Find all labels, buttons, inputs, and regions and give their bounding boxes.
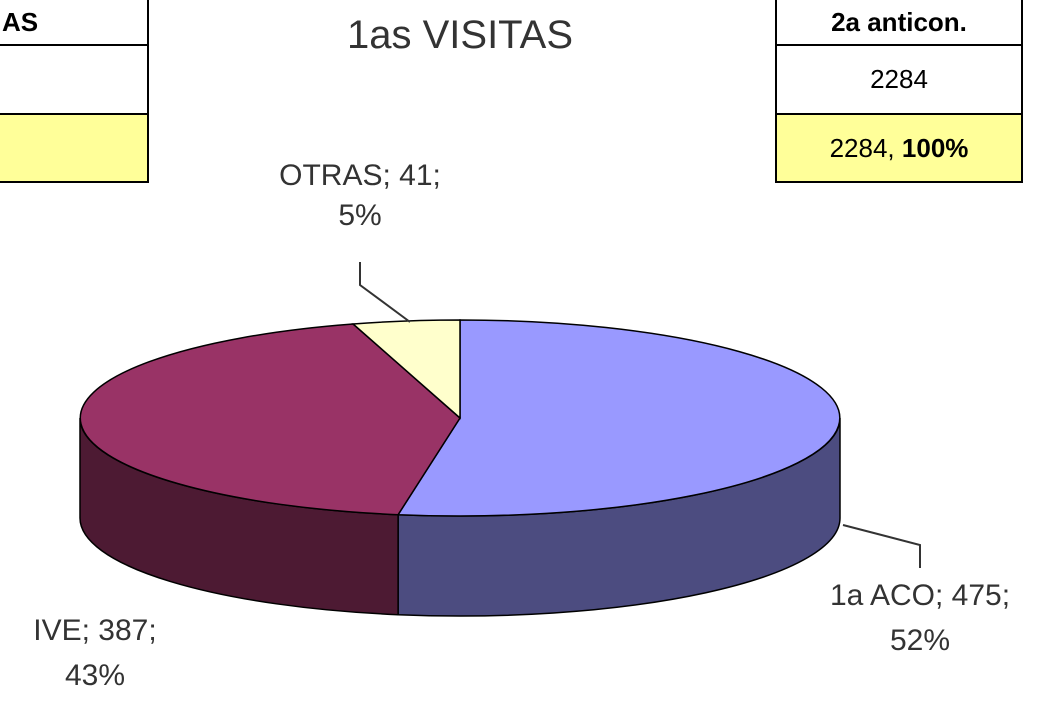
pie-slice [351,319,461,420]
chart-title: 1as VISITAS [347,13,573,57]
data-label: IVE; 387; [33,614,156,647]
cell [0,44,149,115]
data-label: 1a ACO; 475; [830,579,1010,612]
data-label: 5% [338,199,381,232]
pie [79,319,841,617]
cell: 2284 [775,44,1023,115]
cell-text: 2284, [829,132,895,163]
data-label: 43% [65,659,125,692]
left-table: AS [0,0,149,183]
header: 2a anticon. [775,0,1023,46]
cell: 2284, 100% [775,113,1023,183]
cell-bold: 100% [901,132,969,163]
pie-slice [396,319,841,517]
leader-line [359,262,411,323]
data-label: OTRAS; 41; [279,159,441,192]
header: AS [0,0,149,46]
cell [0,113,149,183]
pie-slice [79,323,461,516]
data-label: 52% [890,624,950,657]
leader-line [842,524,921,568]
right-table: 2a anticon. 2284 2284, 100% [775,0,1023,183]
